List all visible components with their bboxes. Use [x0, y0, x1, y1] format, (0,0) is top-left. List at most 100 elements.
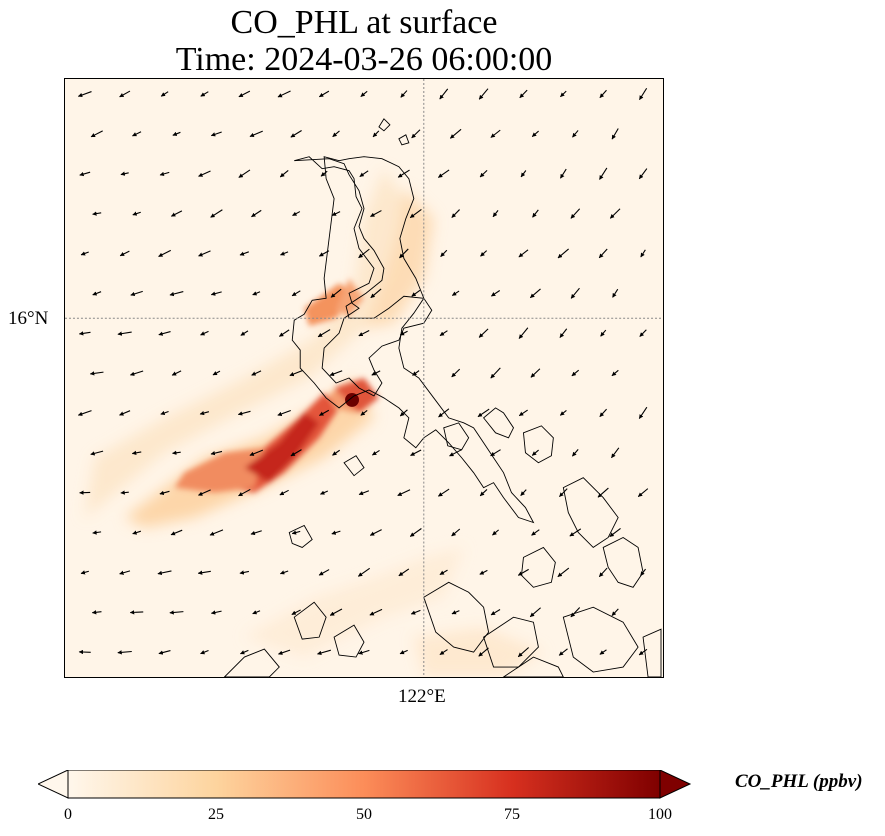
wind-arrow-icon [599, 649, 607, 655]
wind-arrow-icon [198, 489, 211, 496]
wind-arrow-icon [570, 607, 581, 618]
wind-arrow-icon [480, 250, 488, 257]
wind-arrow-icon [399, 409, 408, 417]
wind-arrow-icon [411, 289, 421, 297]
wind-arrow-icon [638, 168, 648, 180]
wind-arrow-icon [198, 170, 211, 177]
wind-arrow-icon [411, 129, 421, 139]
wind-arrow-icon [277, 90, 291, 98]
wind-arrow-icon [490, 367, 501, 379]
wind-arrow-icon [409, 528, 422, 537]
wind-arrow-icon [172, 450, 181, 455]
wind-arrow-icon [571, 369, 580, 377]
wind-arrow-icon [410, 609, 421, 615]
wind-arrow-icon [197, 570, 211, 575]
wind-arrow-icon [172, 131, 181, 136]
wind-arrow-icon [318, 250, 330, 257]
wind-arrow-icon [200, 91, 209, 97]
wind-arrow-icon [249, 449, 264, 456]
wind-arrow-icon [80, 251, 89, 256]
wind-arrow-icon [490, 129, 501, 138]
wind-arrow-icon [209, 529, 224, 536]
wind-arrow-icon [517, 568, 529, 576]
wind-arrow-icon [158, 650, 171, 655]
wind-arrow-icon [399, 649, 408, 655]
wind-arrow-icon [559, 488, 568, 497]
wind-arrow-icon [210, 610, 222, 615]
wind-arrow-icon [171, 370, 182, 376]
wind-arrow-icon [477, 408, 490, 418]
wind-arrow-icon [518, 409, 528, 417]
wind-arrow-icon [559, 409, 567, 416]
wind-arrow-icon [92, 211, 102, 216]
wind-arrow-icon [119, 250, 130, 257]
wind-arrow-icon [238, 90, 251, 98]
wind-arrow-icon [597, 487, 609, 498]
wind-arrow-icon [371, 370, 381, 376]
wind-arrow-icon [437, 169, 450, 178]
wind-arrow-icon [638, 406, 648, 419]
wind-arrow-icon [637, 488, 649, 498]
wind-arrow-icon [277, 409, 291, 416]
wind-arrow-icon [611, 128, 619, 140]
map-time-subtitle: Time: 2024-03-26 06:00:00 [175, 41, 553, 78]
colorbar-extend-min [38, 770, 69, 799]
wind-arrow-icon [439, 330, 448, 337]
wind-arrow-icon [291, 290, 301, 297]
wind-arrow-icon [360, 409, 368, 416]
wind-arrow-icon [640, 249, 646, 258]
coastlines [223, 118, 662, 677]
wind-arrow-icon [159, 490, 170, 495]
wind-arrow-icon [240, 649, 249, 655]
wind-arrow-icon [492, 529, 500, 536]
wind-arrow-icon [291, 530, 301, 535]
wind-arrow-icon [530, 368, 541, 378]
wind-arrow-icon [280, 251, 289, 256]
wind-arrow-icon [357, 567, 370, 577]
wind-arrow-icon [279, 169, 289, 178]
wind-arrow-icon [449, 449, 463, 457]
wind-arrow-icon [531, 449, 539, 456]
wind-arrow-icon [517, 647, 530, 658]
wind-arrow-icon [331, 530, 341, 535]
wind-arrow-icon [157, 570, 172, 576]
map-panel[interactable] [64, 78, 664, 678]
latitude-tick-label: 16°N [8, 308, 49, 329]
wind-arrow-icon [90, 130, 103, 138]
colorbar-extend-max [659, 770, 692, 799]
map-canvas [65, 79, 663, 677]
wind-arrow-icon [279, 570, 289, 575]
wind-arrow-icon [200, 330, 209, 336]
wind-arrow-icon [329, 370, 343, 376]
wind-arrow-icon [290, 449, 302, 457]
wind-arrow-icon [318, 90, 330, 98]
wind-arrow-icon [397, 489, 411, 497]
wind-arrow-icon [129, 370, 144, 376]
wind-arrow-icon [558, 648, 568, 656]
map-title: CO_PHL at surface [230, 4, 498, 41]
wind-arrow-icon [250, 530, 262, 536]
wind-arrow-icon [437, 488, 450, 497]
wind-arrow-icon [479, 169, 488, 178]
wind-arrow-icon [358, 248, 370, 259]
wind-arrow-icon [451, 528, 461, 537]
colorbar [38, 770, 692, 799]
wind-arrow-icon [210, 131, 222, 137]
wind-arrow-icon [319, 409, 330, 416]
wind-arrow-icon [358, 649, 370, 655]
wind-arrow-icon [132, 131, 142, 137]
wind-arrow-icon [599, 167, 608, 180]
wind-arrow-icon [320, 170, 328, 177]
wind-arrow-icon [317, 329, 331, 338]
wind-arrow-icon [279, 329, 290, 337]
wind-arrow-icon [89, 371, 104, 376]
wind-arrow-icon [372, 130, 380, 138]
wind-arrow-icon [119, 410, 131, 416]
wind-arrow-icon [410, 449, 422, 457]
wind-arrow-icon [252, 291, 261, 296]
wind-arrow-icon [291, 609, 301, 615]
wind-arrow-icon [251, 370, 262, 376]
colorbar-tick-50: 50 [356, 806, 372, 823]
wind-arrow-icon [210, 291, 222, 296]
wind-arrow-icon [439, 649, 448, 656]
